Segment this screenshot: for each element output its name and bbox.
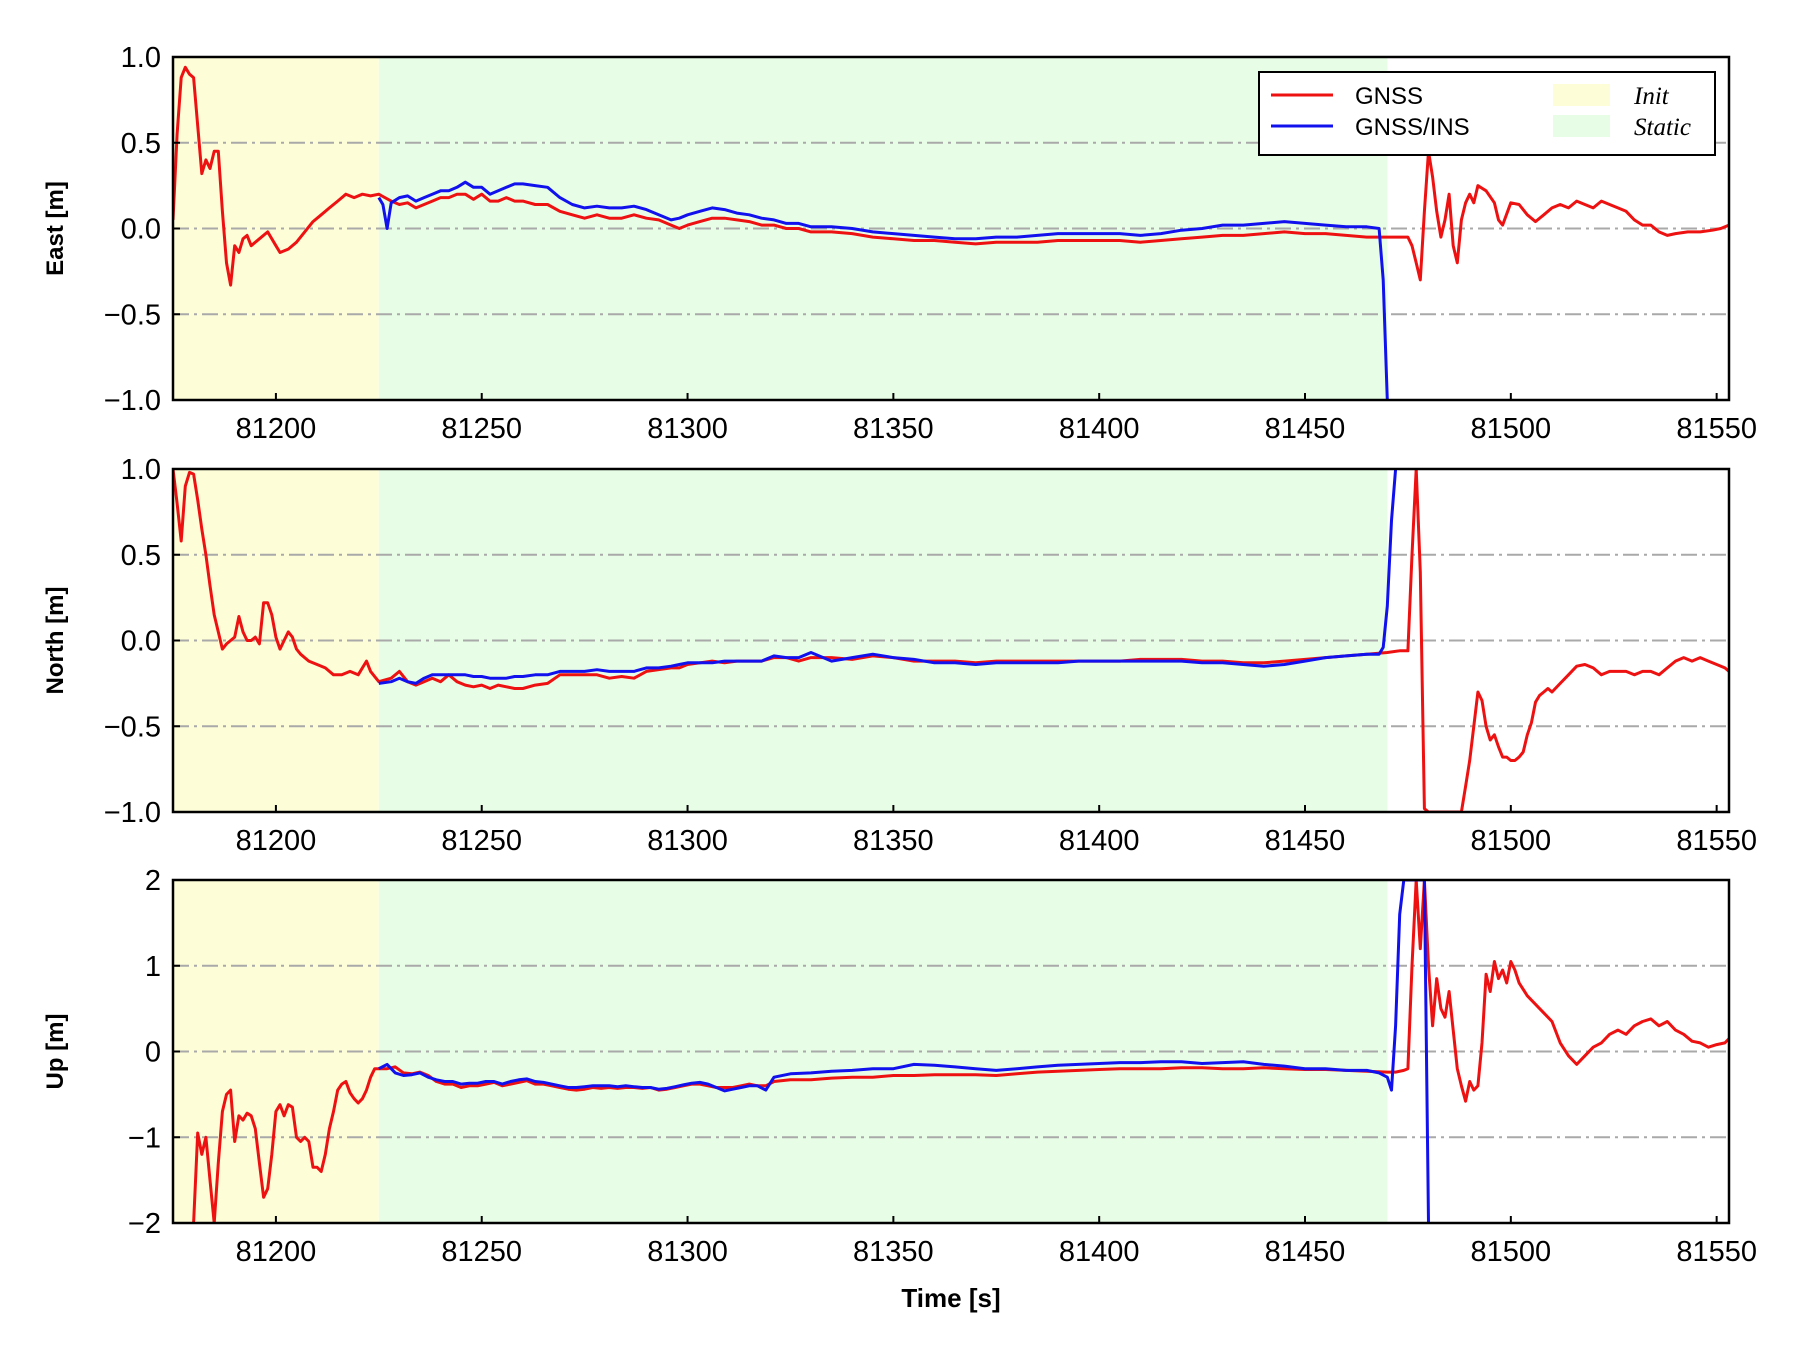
- y-tick-label: 1: [145, 951, 161, 983]
- series-line-gnss-ins: [378, 880, 1430, 1223]
- x-tick-label: 81350: [853, 825, 934, 857]
- y-tick-label: 0.0: [121, 214, 161, 246]
- x-tick-label: 81400: [1059, 1236, 1140, 1268]
- legend-swatch-init: [1553, 84, 1610, 106]
- x-tick-label: 81300: [647, 413, 728, 445]
- x-tick-label: 81350: [853, 413, 934, 445]
- legend-label-static: Static: [1634, 114, 1691, 141]
- y-tick-label: 0: [145, 1037, 161, 1069]
- x-tick-label: 81200: [236, 1236, 317, 1268]
- x-tick-label: 81400: [1059, 413, 1140, 445]
- y-axis-label: North [m]: [42, 587, 69, 695]
- subplots: 1.0 0.5 0.0 −0.5 −1.0 81200 81250 81300 81350 814…: [42, 42, 1757, 1268]
- legend: GNSS GNSS/INS Init Static: [1258, 71, 1716, 156]
- legend-label-init: Init: [1633, 83, 1670, 110]
- subplot-east-m: 1.0 0.5 0.0 −0.5 −1.0 81200 81250 81300 81350 814…: [42, 42, 1757, 445]
- x-axis-label: Time [s]: [901, 1283, 1000, 1313]
- y-tick-label: −1.0: [104, 797, 161, 829]
- series-line-gnss-ins: [377, 180, 1389, 400]
- x-tick-label: 81200: [236, 825, 317, 857]
- x-tick-label: 81250: [441, 825, 522, 857]
- legend-label-gnss-ins: GNSS/INS: [1355, 114, 1470, 141]
- x-tick-label: 81350: [853, 1236, 934, 1268]
- y-tick-label: −1.0: [104, 385, 161, 417]
- y-axis-label: Up [m]: [42, 1014, 69, 1090]
- series-line-gnss: [192, 880, 1729, 1223]
- legend-label-gnss: GNSS: [1355, 83, 1423, 110]
- x-tick-label: 81250: [441, 413, 522, 445]
- y-tick-label: 2: [145, 865, 161, 897]
- y-tick-label: 1.0: [121, 454, 161, 486]
- x-tick-label: 81550: [1676, 1236, 1757, 1268]
- x-tick-label: 81250: [441, 1236, 522, 1268]
- y-tick-label: −0.5: [104, 299, 161, 331]
- y-tick-label: 1.0: [121, 42, 161, 74]
- series-line-gnss-ins: [378, 469, 1398, 685]
- y-tick-label: 0.5: [121, 540, 161, 572]
- y-tick-label: 0.0: [121, 626, 161, 658]
- x-tick-label: 81500: [1471, 825, 1552, 857]
- x-tick-label: 81550: [1676, 825, 1757, 857]
- series-group: [173, 469, 1729, 812]
- x-tick-label: 81300: [647, 825, 728, 857]
- x-tick-label: 81200: [236, 413, 317, 445]
- y-tick-label: −0.5: [104, 711, 161, 743]
- series-group: [173, 65, 1729, 400]
- x-tick-label: 81450: [1265, 825, 1346, 857]
- x-tick-label: 81500: [1471, 1236, 1552, 1268]
- y-tick-label: 0.5: [121, 128, 161, 160]
- subplot-north-m: 1.0 0.5 0.0 −0.5 −1.0 81200 81250 81300 81350 814…: [42, 454, 1757, 857]
- x-tick-label: 81550: [1676, 413, 1757, 445]
- y-tick-label: −2: [128, 1208, 161, 1240]
- legend-swatch-static: [1553, 115, 1610, 137]
- y-axis-label: East [m]: [42, 181, 69, 276]
- y-tick-label: −1: [128, 1122, 161, 1154]
- series-group: [192, 880, 1729, 1223]
- subplot-up-m: 2 1 0 −1 −2 81200 81250 81300 81350 81400 81450 815…: [42, 865, 1757, 1268]
- legend-box: [1258, 71, 1716, 156]
- series-line-gnss: [173, 65, 1729, 287]
- x-tick-label: 81450: [1265, 1236, 1346, 1268]
- x-tick-label: 81500: [1471, 413, 1552, 445]
- x-tick-label: 81400: [1059, 825, 1140, 857]
- x-tick-label: 81450: [1265, 413, 1346, 445]
- x-tick-label: 81300: [647, 1236, 728, 1268]
